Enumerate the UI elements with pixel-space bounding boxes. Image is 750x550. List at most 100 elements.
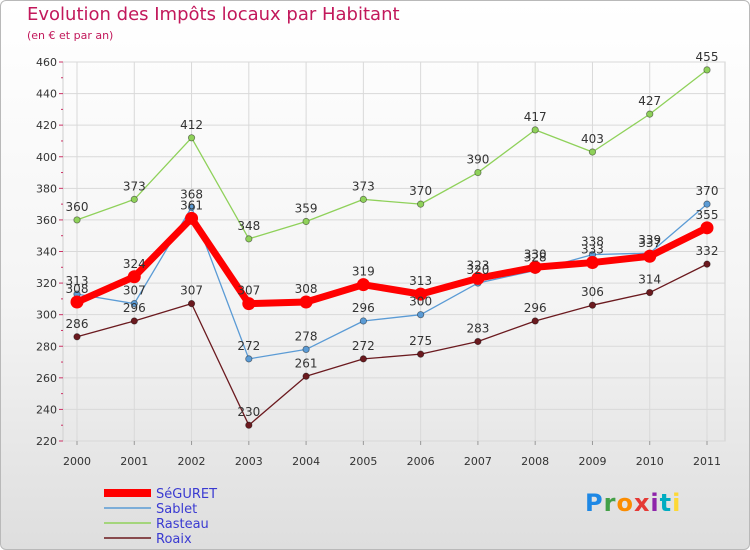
x-tick-label: 2003 — [235, 455, 263, 468]
data-label: 390 — [466, 153, 489, 167]
data-label: 306 — [581, 285, 604, 299]
data-point — [302, 217, 310, 226]
x-tick-label: 2006 — [407, 455, 435, 468]
y-tick-label: 260 — [36, 372, 57, 385]
data-point — [70, 295, 84, 309]
data-label: 296 — [123, 301, 146, 315]
y-tick-label: 280 — [36, 340, 57, 353]
data-point — [245, 421, 253, 429]
data-point — [474, 337, 482, 346]
data-label: 261 — [295, 356, 318, 370]
data-label: 332 — [696, 244, 719, 258]
y-tick-label: 340 — [36, 246, 57, 259]
data-label: 313 — [66, 274, 89, 288]
data-label: 339 — [638, 233, 661, 247]
data-point — [471, 271, 485, 285]
y-tick-label: 360 — [36, 214, 57, 227]
data-point — [242, 297, 256, 311]
data-label: 296 — [524, 301, 547, 315]
x-tick-label: 2000 — [63, 455, 91, 468]
x-tick-label: 2010 — [636, 455, 664, 468]
data-label: 319 — [352, 265, 375, 279]
data-point — [356, 278, 370, 292]
x-tick-label: 2004 — [292, 455, 320, 468]
y-tick-label: 460 — [36, 56, 57, 69]
data-label: 308 — [66, 282, 89, 296]
y-tick-label: 320 — [36, 277, 57, 290]
data-label: 412 — [180, 118, 203, 132]
data-label: 300 — [409, 295, 432, 309]
data-point — [703, 66, 711, 74]
chart-subtitle: (en € et par an) — [27, 29, 114, 42]
data-point — [73, 216, 81, 224]
x-tick-label: 2007 — [464, 455, 492, 468]
data-label: 323 — [466, 258, 489, 272]
data-point — [588, 301, 597, 309]
data-label: 308 — [295, 282, 318, 296]
data-point — [302, 345, 310, 354]
data-point — [474, 168, 482, 177]
data-point — [359, 195, 367, 203]
y-tick-label: 400 — [36, 151, 57, 164]
data-point — [700, 221, 714, 235]
data-label: 427 — [638, 94, 661, 108]
data-label: 328 — [524, 250, 547, 264]
data-point — [187, 134, 196, 142]
y-tick-label: 240 — [36, 403, 57, 416]
data-label: 370 — [409, 184, 432, 198]
data-label: 359 — [295, 201, 318, 215]
data-point — [643, 249, 657, 263]
data-point — [585, 256, 599, 270]
data-point — [130, 317, 138, 325]
x-tick-label: 2009 — [578, 455, 606, 468]
data-label: 368 — [180, 187, 203, 201]
data-label: 417 — [524, 110, 547, 124]
data-point — [185, 211, 199, 225]
data-point — [646, 110, 654, 118]
y-tick-label: 440 — [36, 88, 57, 101]
data-point — [130, 300, 138, 308]
data-point — [245, 355, 253, 363]
data-point — [703, 260, 711, 268]
data-point — [531, 317, 539, 325]
y-tick-label: 300 — [36, 309, 57, 322]
data-label: 272 — [237, 339, 260, 353]
legend-label-3: Roaix — [156, 532, 192, 547]
data-point — [299, 295, 313, 309]
proxiti-logo: Proxiti — [585, 489, 682, 517]
x-tick-label: 2002 — [178, 455, 206, 468]
legend-label-0: SéGURET — [156, 487, 217, 502]
data-label: 296 — [352, 301, 375, 315]
data-label: 230 — [237, 405, 260, 419]
data-label: 278 — [295, 329, 318, 343]
data-label: 373 — [123, 179, 146, 193]
data-label: 348 — [237, 219, 260, 233]
data-label: 333 — [581, 243, 604, 257]
data-point — [359, 355, 367, 363]
legend-label-2: Rasteau — [156, 517, 209, 532]
data-point — [187, 300, 196, 308]
data-point — [73, 333, 81, 341]
data-label: 286 — [66, 317, 89, 331]
data-point — [531, 126, 539, 134]
data-label: 314 — [638, 273, 661, 287]
data-label: 337 — [638, 236, 661, 250]
data-label: 307 — [180, 284, 203, 298]
data-point — [187, 203, 196, 211]
data-label: 330 — [524, 247, 547, 261]
data-point — [646, 288, 654, 297]
data-point — [588, 148, 597, 156]
x-tick-label: 2011 — [693, 455, 721, 468]
data-point — [417, 350, 425, 358]
data-point — [417, 200, 425, 208]
data-point — [245, 235, 253, 243]
data-label: 355 — [696, 208, 719, 222]
data-point — [127, 270, 141, 284]
data-label: 313 — [409, 274, 432, 288]
data-point — [302, 372, 310, 380]
data-label: 283 — [466, 322, 489, 336]
y-tick-label: 220 — [36, 435, 57, 448]
x-tick-label: 2001 — [120, 455, 148, 468]
